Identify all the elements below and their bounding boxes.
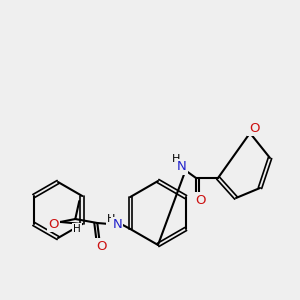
Text: H: H	[172, 154, 180, 164]
Text: N: N	[177, 160, 187, 173]
Text: O: O	[196, 194, 206, 206]
Text: N: N	[112, 218, 122, 232]
Text: O: O	[249, 122, 259, 134]
Text: H: H	[107, 214, 116, 224]
Text: O: O	[48, 218, 58, 230]
Text: O: O	[96, 239, 106, 253]
Text: H: H	[74, 224, 81, 234]
